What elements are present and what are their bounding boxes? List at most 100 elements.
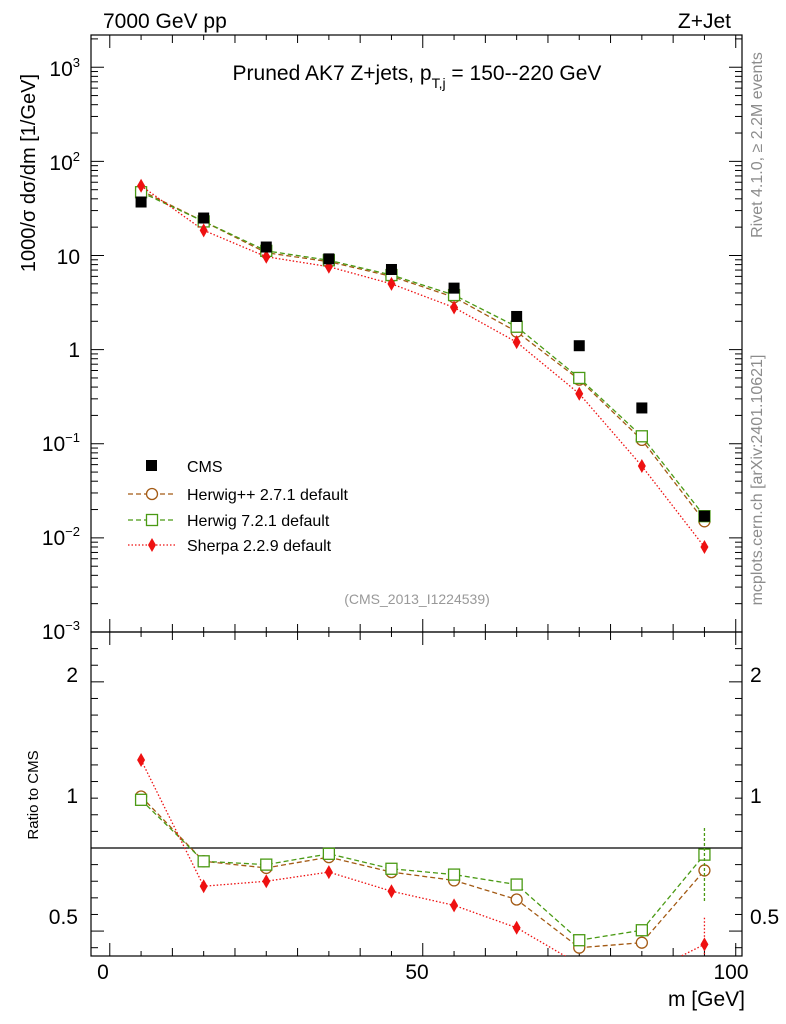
series-line: [140, 185, 705, 548]
data-point: [511, 310, 523, 322]
series-line: [140, 189, 705, 522]
y-tick-label: 10−3: [42, 618, 80, 644]
ratio-tick-label-right: 1: [750, 785, 762, 808]
x-tick-label: 100: [713, 961, 748, 984]
y-tick-label: 1: [68, 339, 80, 362]
y-tick-label: 10: [57, 246, 80, 269]
header-right: Z+Jet: [678, 10, 731, 33]
ratio-tick-label-right: 2: [750, 664, 762, 687]
y-tick-exp: −3: [65, 618, 80, 633]
ratio-tick-label: 2: [66, 664, 78, 687]
series-line: [140, 191, 705, 517]
y-tick-base: 10: [42, 527, 65, 550]
chart-title: Pruned AK7 Z+jets, pT,j = 150--220 GeV: [233, 62, 602, 91]
data-point: [573, 340, 585, 352]
ratio-point: [447, 868, 461, 881]
ratio-tick-label-right: 0.5: [750, 906, 779, 929]
ratio-point: [134, 793, 148, 806]
ratio-point: [197, 855, 210, 868]
legend-marker-sherpa: [148, 538, 156, 552]
ratio-point: [638, 969, 646, 983]
data-point: [260, 241, 272, 253]
y-tick-base: 10: [42, 433, 65, 456]
y-tick-label: 103: [49, 55, 80, 81]
legend-label: Sherpa 2.2.9 default: [187, 538, 332, 555]
y-tick-exp: −1: [65, 430, 80, 445]
data-point: [575, 386, 584, 401]
y-tick-labels: 103 102 10 1 10−1 10−2 10−3: [42, 55, 80, 644]
ratio-point: [260, 858, 273, 871]
ratio-point: [385, 862, 398, 875]
y-tick-base: 10: [57, 246, 80, 269]
legend-marker-herwigpp: [145, 487, 159, 501]
ratio-point: [199, 879, 208, 894]
data-point: [199, 223, 208, 238]
chart-marks: [91, 178, 742, 983]
ratio-point: [322, 847, 336, 860]
ratio-point: [262, 874, 271, 889]
data-point: [323, 253, 335, 265]
data-point: [573, 371, 586, 385]
y-tick-label: 102: [49, 149, 80, 175]
ratio-point: [510, 893, 523, 906]
ratio-point: [324, 865, 333, 880]
data-point: [637, 459, 646, 474]
y-tick-base: 10: [49, 58, 72, 81]
legend-marker-herwig7: [145, 513, 159, 527]
data-point: [512, 335, 521, 350]
legend-label: Herwig 7.2.1 default: [187, 513, 330, 530]
ratio-point: [137, 752, 146, 767]
data-point: [198, 212, 210, 224]
mcplots-label: mcplots.cern.ch [arXiv:2401.10621]: [749, 355, 766, 606]
ratio-series-group: [134, 752, 711, 983]
data-point: [450, 300, 459, 315]
legend: CMS Herwig++ 2.7.1 default Herwig 7.2.1 …: [128, 459, 349, 555]
y-tick-exp: 3: [73, 55, 80, 70]
ratio-panel-frame: [90, 631, 743, 957]
data-point: [698, 510, 710, 522]
ratio-point: [387, 884, 396, 899]
data-point: [262, 249, 271, 264]
rivet-label: Rivet 4.1.0, ≥ 2.2M events: [749, 52, 766, 238]
ratio-tick-label: 0.5: [49, 906, 78, 929]
y-tick-label: 10−2: [42, 524, 80, 550]
y-tick-base: 10: [42, 621, 65, 644]
x-tick-label: 50: [405, 961, 428, 984]
y-tick-exp: 2: [73, 149, 80, 164]
ratio-point: [573, 934, 586, 947]
data-point: [385, 263, 397, 275]
data-point: [636, 402, 648, 414]
data-point: [635, 430, 648, 443]
y-axis-label: 1000/σ dσ/dm [1/GeV]: [18, 74, 40, 272]
x-tick-labels: 0 50 100: [97, 961, 748, 984]
ratio-series-line: [140, 796, 705, 949]
ratio-tick-label: 1: [66, 785, 78, 808]
ratio-point: [635, 936, 648, 949]
ratio-y-axis-label: Ratio to CMS: [25, 750, 42, 839]
data-point: [387, 276, 396, 291]
ratio-tick-labels: 2 1 0.5 2 1 0.5: [49, 664, 779, 929]
legend-marker-cms: [146, 460, 157, 471]
ratio-point: [575, 957, 583, 971]
header-left: 7000 GeV pp: [103, 10, 227, 33]
y-tick-base: 1: [68, 339, 80, 362]
y-tick-label: 10−1: [42, 430, 80, 456]
chart-title-sub: T,j: [432, 75, 446, 91]
data-point: [137, 178, 146, 193]
chart-title-tail: = 150--220 GeV: [446, 62, 602, 85]
y-tick-exp: −2: [65, 524, 80, 539]
x-axis-label: m [GeV]: [668, 988, 745, 1011]
data-point: [448, 282, 460, 294]
ratio-series-line: [140, 799, 705, 941]
analysis-id: (CMS_2013_I1224539): [344, 591, 490, 607]
data-point: [700, 539, 709, 554]
x-tick-label: 0: [97, 961, 109, 984]
y-tick-base: 10: [49, 152, 72, 175]
ratio-point: [450, 898, 459, 913]
ratio-point: [700, 937, 709, 952]
axis-ticks: [91, 35, 742, 956]
ratio-series-line: [140, 759, 705, 956]
ratio-point: [512, 920, 521, 935]
data-point: [135, 196, 147, 208]
